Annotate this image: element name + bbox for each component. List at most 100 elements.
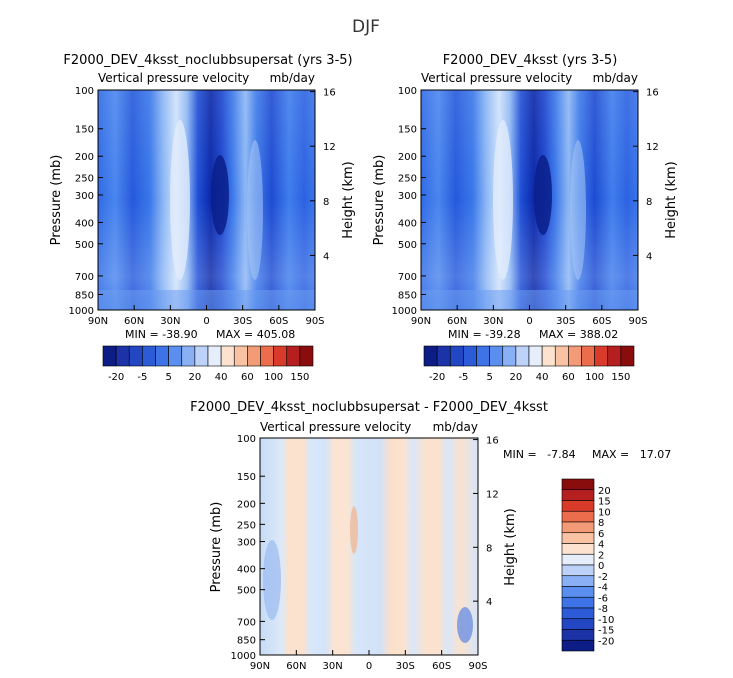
- colorbar-swatch: [561, 543, 595, 555]
- x-tick-label: 90S: [305, 316, 324, 327]
- panel-1-ylabel-right: Height (km): [341, 161, 356, 238]
- panel-1-field-shade: [98, 90, 315, 310]
- colorbar-swatch: [423, 345, 438, 367]
- colorbar-swatch: [561, 575, 595, 587]
- right-tick: 8: [310, 197, 329, 208]
- panel-2-x-ticks: 90N 60N 30N 0 30S 60S 90S: [411, 305, 648, 327]
- colorbar-swatch: [194, 345, 209, 367]
- y-tick: 850: [398, 290, 426, 301]
- y-tick: 400: [398, 218, 426, 229]
- colorbar-swatch: [561, 521, 595, 534]
- panel-2-right-ticks: 16 12 8 4: [633, 88, 659, 262]
- x-tick: 90S: [305, 305, 325, 327]
- colorbar-swatch: [155, 345, 169, 367]
- colorbar-label: -15: [598, 626, 614, 637]
- colorbar-label: -5: [458, 372, 468, 383]
- colorbar-label: -4: [598, 583, 608, 594]
- colorbar-label: -8: [598, 604, 608, 615]
- y-tick-label: 500: [237, 586, 256, 597]
- colorbar-label: 60: [562, 372, 575, 383]
- y-tick: 1000: [69, 306, 103, 317]
- panel-3-field: [260, 438, 478, 655]
- x-tick-label: 90S: [628, 316, 647, 327]
- colorbar-swatch: [247, 345, 261, 367]
- colorbar-swatch: [620, 345, 635, 367]
- y-tick: 850: [237, 636, 265, 647]
- right-tick: 16: [473, 436, 499, 447]
- figure-title: DJF: [352, 17, 380, 37]
- colorbar-label: -5: [137, 372, 147, 383]
- colorbar-label: 20: [598, 486, 611, 497]
- colorbar-swatch: [515, 345, 530, 367]
- right-tick-label: 16: [323, 88, 336, 99]
- panel-2-ascent-plume: [493, 120, 513, 280]
- panel-1-subtitle-right: mb/day: [270, 71, 315, 85]
- x-tick: 30N: [160, 305, 180, 327]
- y-tick-label: 400: [398, 218, 417, 229]
- y-tick-label: 100: [237, 434, 256, 445]
- panel-3-right-ticks: 16 12 8 4: [473, 436, 499, 608]
- colorbar-swatch: [463, 345, 477, 367]
- right-tick: 12: [473, 489, 499, 500]
- colorbar-swatch: [502, 345, 517, 367]
- x-tick: 0: [203, 305, 210, 327]
- x-tick: 90N: [88, 305, 108, 327]
- x-tick: 30S: [556, 305, 575, 327]
- y-tick: 500: [75, 240, 103, 251]
- colorbar-swatch: [102, 345, 117, 367]
- y-tick-label: 500: [398, 240, 417, 251]
- x-tick: 30N: [323, 650, 343, 672]
- panel-1-title: F2000_DEV_4ksst_noclubbsupersat (yrs 3-5…: [63, 53, 352, 68]
- panel-3-y-ticks: 100 150 200 250 300 400 500 700 850 1000: [231, 434, 265, 662]
- right-tick: 4: [310, 251, 329, 262]
- x-tick-label: 90N: [250, 661, 270, 672]
- right-tick-label: 12: [323, 142, 336, 153]
- panel-1-x-ticks: 90N 60N 30N 0 30S 60S 90S: [88, 305, 325, 327]
- colorbar-swatch: [541, 345, 556, 367]
- panel-2-ylabel: Pressure (mb): [372, 155, 387, 246]
- panel-1: F2000_DEV_4ksst_noclubbsupersat (yrs 3-5…: [49, 53, 356, 383]
- y-tick: 250: [237, 520, 265, 531]
- panel-2-pale-band: [570, 140, 586, 280]
- y-tick-label: 150: [398, 125, 417, 136]
- right-tick: 16: [310, 88, 336, 99]
- panel-3-blue-patch-2: [457, 607, 473, 643]
- y-tick: 400: [75, 218, 103, 229]
- colorbar-label: -20: [598, 636, 614, 647]
- colorbar-label: -6: [598, 593, 608, 604]
- panel-1-y-ticks: 100 150 200 250 300 400 500 700 850 1000: [69, 86, 103, 317]
- x-tick: 60S: [592, 305, 611, 327]
- x-tick-label: 30S: [396, 661, 415, 672]
- panel-2-surface-band: [421, 290, 638, 310]
- colorbar-swatch: [489, 345, 504, 367]
- panel-3-blue-patch-1: [263, 540, 281, 620]
- y-tick-label: 200: [75, 152, 94, 163]
- panel-3-ylabel: Pressure (mb): [209, 502, 224, 593]
- colorbar-swatch: [220, 345, 235, 367]
- y-tick-label: 500: [75, 240, 94, 251]
- colorbar-label: -20: [108, 372, 124, 383]
- x-tick-label: 90N: [88, 316, 108, 327]
- y-tick-label: 700: [237, 617, 256, 628]
- y-tick-label: 250: [237, 520, 256, 531]
- colorbar-label: 8: [598, 518, 604, 529]
- y-tick: 500: [398, 240, 426, 251]
- y-tick: 100: [237, 434, 265, 445]
- y-tick-label: 250: [75, 174, 94, 185]
- y-tick: 200: [398, 152, 426, 163]
- colorbar-label: 15: [598, 497, 611, 508]
- colorbar-label: 40: [536, 372, 549, 383]
- colorbar-swatch: [561, 564, 595, 577]
- colorbar-swatch: [449, 345, 464, 367]
- y-tick: 300: [237, 538, 265, 549]
- y-tick: 700: [75, 272, 103, 283]
- x-tick-label: 30N: [483, 316, 503, 327]
- y-tick-label: 850: [75, 290, 94, 301]
- colorbar-label: 20: [189, 372, 202, 383]
- x-tick: 0: [526, 305, 533, 327]
- panel-1-descent-core: [211, 155, 229, 235]
- x-tick-label: 0: [203, 316, 209, 327]
- x-tick: 60N: [124, 305, 144, 327]
- y-tick: 150: [398, 125, 426, 136]
